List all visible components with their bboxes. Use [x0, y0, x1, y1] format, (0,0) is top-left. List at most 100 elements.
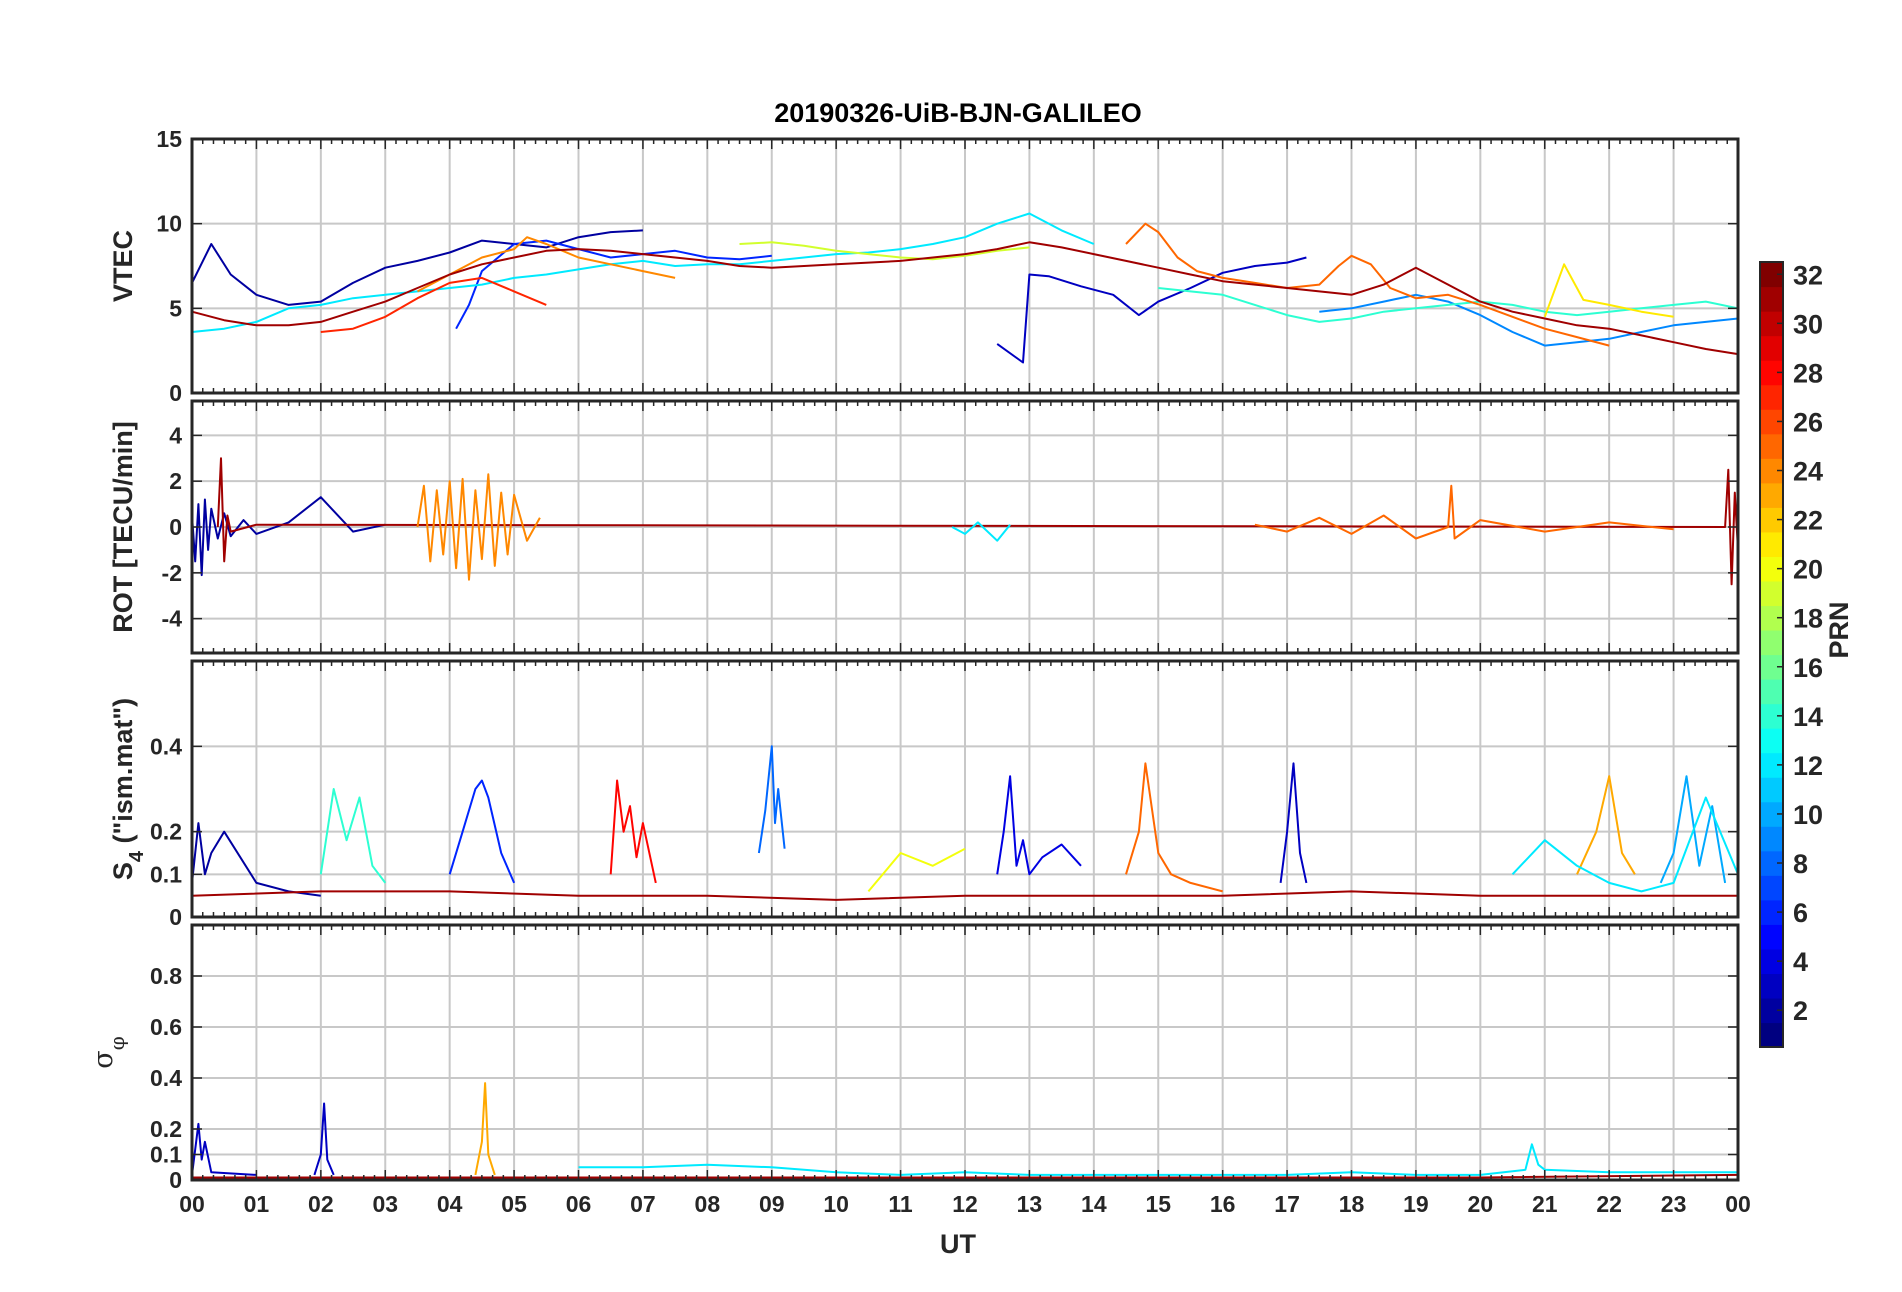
colorbar-segment: [1760, 458, 1783, 484]
series-prn-2: [191, 496, 386, 577]
colorbar-segment: [1760, 973, 1783, 999]
x-tick-label: 01: [244, 1191, 270, 1217]
colorbar-segment: [1760, 556, 1783, 582]
series-prn-14: [1158, 287, 1739, 323]
series-prn-31: [216, 457, 1739, 586]
y-tick-label: 10: [156, 211, 182, 237]
x-tick-label: 00: [179, 1191, 205, 1217]
colorbar-tick-label: 26: [1793, 407, 1823, 437]
y-tick-label: 0.2: [150, 819, 182, 845]
x-tick-label: 11: [888, 1191, 913, 1217]
colorbar-segment: [1760, 924, 1783, 950]
series-prn-27: [320, 276, 547, 333]
axes-box: [190, 399, 1740, 655]
y-tick-label: 0: [169, 1167, 182, 1193]
x-tick-label: 12: [952, 1191, 978, 1217]
colorbar-tick-label: 16: [1793, 653, 1823, 683]
x-tick-label: 18: [1339, 1191, 1365, 1217]
colorbar-segment: [1760, 409, 1783, 435]
y-tick-label: 5: [169, 295, 182, 321]
series-prn-8: [757, 745, 786, 854]
x-axis-label: UT: [940, 1229, 976, 1259]
colorbar-segment: [1760, 997, 1783, 1024]
colorbar-segment: [1760, 262, 1783, 288]
x-tick-label: 00: [1725, 1191, 1751, 1217]
panel-2: -4 -2 0 2 4 ROT [TECU/min]: [108, 399, 1740, 655]
colorbar-segment: [1760, 286, 1783, 312]
x-tick-label: 07: [630, 1191, 656, 1217]
x-tick-label: 15: [1145, 1191, 1171, 1217]
colorbar-tick-label: 20: [1793, 555, 1823, 585]
y-tick-label: 0.1: [150, 861, 182, 887]
x-tick-label: 02: [308, 1191, 334, 1217]
y-tick-label: 0.8: [150, 963, 182, 989]
axes-box: [190, 659, 1740, 919]
series-prn-14: [319, 788, 387, 884]
y-tick-label: -4: [162, 606, 183, 632]
colorbar-segment: [1760, 777, 1783, 803]
colorbar-frame: [1759, 261, 1784, 1048]
colorbar-segment: [1760, 335, 1783, 361]
panel-4: 00.10.2 0.4 0.6 0.8 σφ: [88, 923, 1740, 1193]
colorbar-segment: [1760, 826, 1783, 852]
x-tick-label: 21: [1532, 1191, 1558, 1217]
y-tick-label: -2: [162, 560, 182, 586]
series-prn-23: [474, 1082, 496, 1176]
series-prn-3: [1279, 762, 1308, 884]
colorbar-segment: [1760, 605, 1783, 631]
colorbar-segment: [1760, 703, 1783, 729]
series-prn-24: [416, 473, 541, 581]
chart-title: 20190326-UiB-BJN-GALILEO: [774, 98, 1142, 128]
series-prn-12: [191, 212, 1095, 333]
series-prn-12: [951, 521, 1011, 542]
y-tick-label: 0.1: [150, 1142, 182, 1168]
series-prn-24: [417, 236, 676, 293]
colorbar-tick-label: 14: [1793, 702, 1823, 732]
x-axis-tick-labels: 00 01 02 03 04 05 06 07 08 09 10 11 12 13 14 15 16 17 18 19…: [179, 1191, 1751, 1217]
series-prn-3: [191, 1122, 257, 1176]
panel-3: 00.10.20.4S4 ("ism.mat"): [108, 659, 1740, 930]
panel-1: 0 5 10 15 VTEC: [108, 126, 1740, 406]
colorbar-segment: [1760, 433, 1783, 459]
series-prn-12: [1511, 796, 1739, 893]
series-prn-23: [1576, 775, 1636, 875]
colorbar-tick-label: 2: [1793, 996, 1808, 1026]
series-prn-6: [455, 239, 772, 330]
colorbar-segment: [1760, 311, 1783, 337]
x-tick-label: 14: [1081, 1191, 1107, 1217]
x-tick-label: 20: [1468, 1191, 1494, 1217]
colorbar-segment: [1760, 580, 1783, 607]
x-tick-label: 19: [1403, 1191, 1429, 1217]
series-prn-31: [191, 890, 1738, 901]
y-axis-label-sub: 4: [126, 850, 148, 862]
x-tick-label: 22: [1596, 1191, 1622, 1217]
colorbar-segment: [1760, 948, 1783, 975]
series-prn-9: [1319, 293, 1739, 347]
colorbar-segment: [1760, 801, 1783, 827]
x-tick-label: 08: [695, 1191, 721, 1217]
colorbar-segment: [1760, 482, 1783, 508]
colorbar-segment: [1760, 629, 1783, 656]
y-tick-label: 4: [169, 422, 182, 448]
series-prn-25: [1125, 222, 1610, 347]
series-prn-25: [1125, 762, 1223, 893]
x-tick-label: 03: [372, 1191, 398, 1217]
y-axis-label: S4 ("ism.mat"): [108, 698, 148, 880]
y-tick-label: 2: [169, 468, 182, 494]
colorbar-segment: [1760, 1022, 1783, 1048]
colorbar-segment: [1760, 531, 1783, 557]
colorbar-segment: [1760, 875, 1783, 901]
x-tick-label: 06: [566, 1191, 592, 1217]
series-prn-20: [867, 847, 966, 893]
series-prn-25: [1254, 484, 1674, 540]
series-prn-21: [1543, 263, 1674, 318]
series-prn-12: [578, 1143, 1738, 1176]
colorbar-segment: [1760, 899, 1783, 925]
series-prn-3: [313, 1102, 335, 1176]
y-tick-label: 0: [169, 514, 182, 540]
series-prn-3: [996, 256, 1307, 364]
colorbar-segment: [1760, 679, 1783, 705]
series-prn-28: [609, 779, 657, 884]
y-tick-label: 0: [169, 380, 182, 406]
